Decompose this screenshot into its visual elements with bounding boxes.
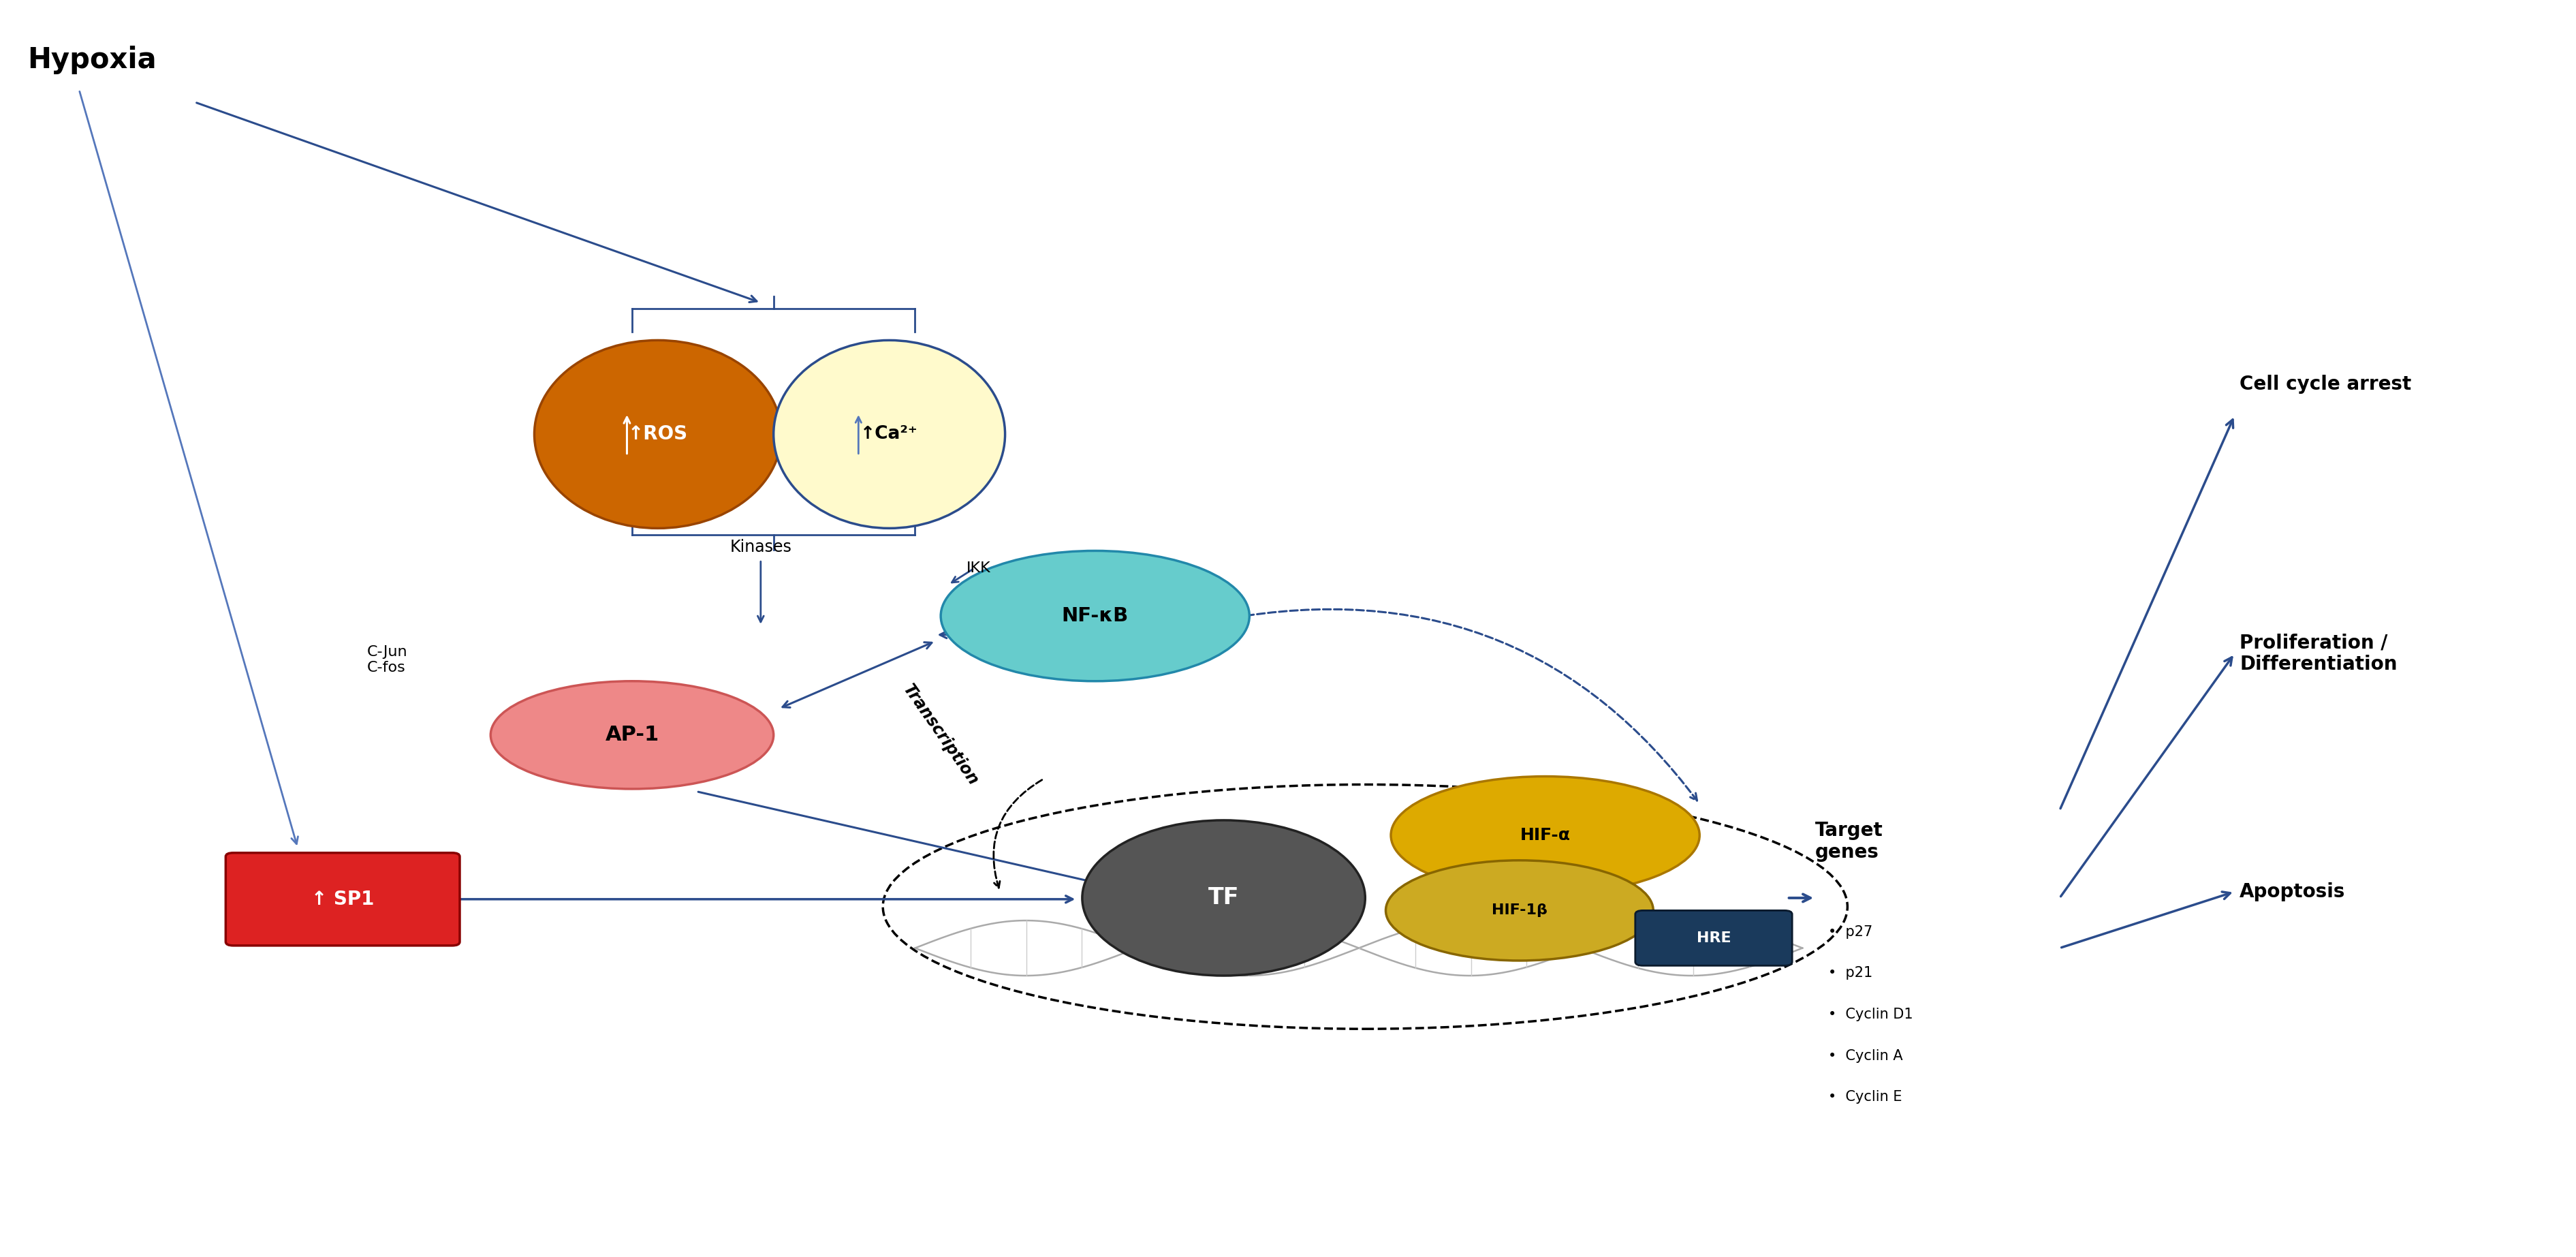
Ellipse shape <box>1391 777 1700 894</box>
Text: C-Jun
C-fos: C-Jun C-fos <box>368 645 407 675</box>
Text: IKK: IKK <box>966 562 992 576</box>
Ellipse shape <box>1082 821 1365 975</box>
Text: Target
genes: Target genes <box>1816 821 1883 862</box>
Text: ↑Ca²⁺: ↑Ca²⁺ <box>860 425 917 444</box>
Text: ↑ SP1: ↑ SP1 <box>312 890 374 909</box>
Text: TF: TF <box>1208 886 1239 909</box>
FancyBboxPatch shape <box>227 852 459 945</box>
Text: NF-κB: NF-κB <box>1061 606 1128 626</box>
Text: HIF-1β: HIF-1β <box>1492 904 1548 918</box>
Text: HRE: HRE <box>1698 931 1731 945</box>
Text: Proliferation /
Differentiation: Proliferation / Differentiation <box>2239 634 2398 674</box>
Ellipse shape <box>1386 860 1654 960</box>
Ellipse shape <box>773 341 1005 528</box>
Ellipse shape <box>533 341 781 528</box>
FancyBboxPatch shape <box>1636 910 1793 965</box>
Text: •  Cyclin E: • Cyclin E <box>1829 1090 1901 1104</box>
Text: Kinases: Kinases <box>729 539 791 556</box>
Text: •  p21: • p21 <box>1829 967 1873 980</box>
Text: Apoptosis: Apoptosis <box>2239 882 2347 901</box>
Text: •  Cyclin D1: • Cyclin D1 <box>1829 1008 1914 1021</box>
Ellipse shape <box>489 681 773 789</box>
Text: Hypoxia: Hypoxia <box>28 45 157 74</box>
Text: AP-1: AP-1 <box>605 725 659 745</box>
Text: HIF-α: HIF-α <box>1520 827 1571 843</box>
Text: ↑ROS: ↑ROS <box>629 425 688 444</box>
Text: •  p27: • p27 <box>1829 925 1873 939</box>
Text: Transcription: Transcription <box>899 681 981 788</box>
Ellipse shape <box>940 551 1249 681</box>
Text: Cell cycle arrest: Cell cycle arrest <box>2239 375 2411 393</box>
Text: •  Cyclin A: • Cyclin A <box>1829 1050 1904 1062</box>
